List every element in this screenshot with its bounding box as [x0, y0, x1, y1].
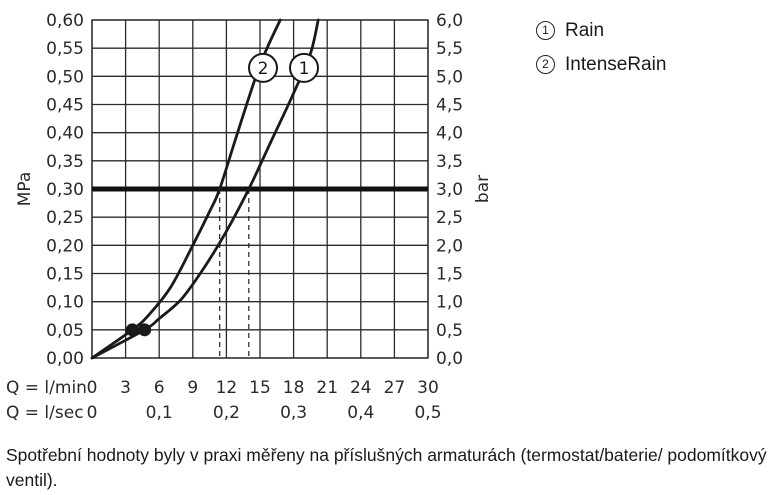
y-tick-label-right: 6,0: [436, 11, 463, 31]
y-tick-label-left: 0,05: [46, 321, 84, 341]
y-tick-label-left: 0,00: [46, 349, 84, 369]
y-tick-label-right: 2,0: [436, 236, 463, 256]
legend-item-intenserain: 2 IntenseRain: [536, 48, 666, 82]
x-tick-label-lsec: 0,4: [347, 403, 374, 423]
y-tick-label-right: 1,5: [436, 265, 463, 285]
y-tick-label-left: 0,40: [46, 124, 84, 144]
series-id-circle-2: [248, 52, 278, 83]
legend-item-rain: 1 Rain: [536, 14, 666, 48]
y-tick-label-left: 0,15: [46, 265, 84, 285]
y-tick-label-right: 2,5: [436, 208, 463, 228]
x-tick-label-lmin: 9: [187, 378, 198, 398]
y-tick-label-right: 4,0: [436, 124, 463, 144]
legend: 1 Rain 2 IntenseRain: [536, 14, 666, 82]
x-tick-label-lmin: 30: [417, 378, 439, 398]
y-tick-label-right: 0,5: [436, 321, 463, 341]
y-tick-label-right: 1,0: [436, 293, 463, 313]
y-tick-label-right: 3,0: [436, 180, 463, 200]
legend-label-intenserain: IntenseRain: [565, 54, 667, 75]
x-tick-label-lsec: 0: [87, 403, 98, 423]
x-tick-label-lmin: 3: [120, 378, 131, 398]
x-tick-label-lmin: 27: [384, 378, 406, 398]
y-tick-label-left: 0,45: [46, 96, 84, 116]
x-tick-label-lsec: 0,5: [414, 403, 441, 423]
y-tick-label-right: 3,5: [436, 152, 463, 172]
x-tick-label-lsec: 0,1: [146, 403, 173, 423]
series-id-circle-1: [289, 52, 319, 83]
x-tick-label-lmin: 15: [249, 378, 271, 398]
series-id-label-1: 1: [289, 52, 319, 83]
y-tick-label-left: 0,50: [46, 67, 84, 87]
series-marker-dot-1: [138, 323, 152, 337]
y-tick-label-left: 0,60: [46, 11, 84, 31]
tick-labels: 0 3 6 9 12 15 18 21 24 27 300,00 0,00,05 0,50,10 1,00…: [46, 11, 463, 423]
legend-number-2: 2: [536, 55, 555, 74]
x-tick-label-lmin: 6: [154, 378, 165, 398]
y-tick-label-right: 4,5: [436, 96, 463, 116]
series-marker-dot-2: [125, 323, 139, 337]
y-tick-label-right: 5,0: [436, 67, 463, 87]
x-tick-label-lmin: 12: [216, 378, 238, 398]
x-tick-label-lmin: 0: [87, 378, 98, 398]
y-tick-label-left: 0,10: [46, 293, 84, 313]
x-axis-label-lsec: Q = l/sec: [6, 403, 84, 423]
y-tick-label-left: 0,30: [46, 180, 84, 200]
x-tick-label-lmin: 18: [283, 378, 305, 398]
y-tick-label-right: 0,0: [436, 349, 463, 369]
series-id-label-2: 2: [248, 52, 278, 83]
series-id-number-1: 1: [299, 59, 310, 79]
series-line-2: [90, 18, 282, 360]
x-tick-label-lmin: 24: [350, 378, 372, 398]
x-tick-label-lmin: 21: [316, 378, 338, 398]
series-id-number-2: 2: [258, 59, 269, 79]
y-tick-label-right: 5,5: [436, 39, 463, 59]
x-tick-label-lsec: 0,2: [213, 403, 240, 423]
y-axis-label-right: bar: [473, 175, 493, 203]
y-tick-label-left: 0,55: [46, 39, 84, 59]
y-axis-label-left: MPa: [15, 172, 35, 207]
footnote: Spotřební hodnoty byly v praxi měřeny na…: [6, 445, 767, 490]
x-axis-label-lmin: Q = l/min: [6, 378, 87, 398]
legend-label-rain: Rain: [565, 20, 605, 41]
y-tick-label-left: 0,35: [46, 152, 84, 172]
x-tick-label-lsec: 0,3: [280, 403, 307, 423]
y-tick-label-left: 0,20: [46, 236, 84, 256]
y-tick-label-left: 0,25: [46, 208, 84, 228]
legend-number-1: 1: [536, 21, 555, 40]
